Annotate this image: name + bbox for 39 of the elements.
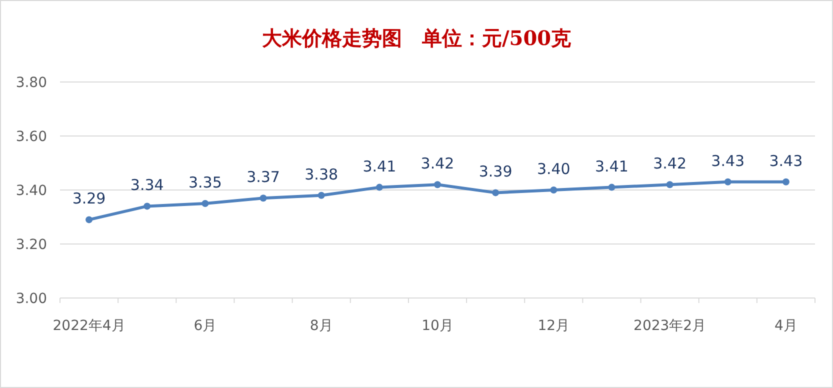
data-label: 3.43 — [769, 152, 803, 170]
point — [202, 200, 209, 207]
x-tick-label: 8月 — [310, 318, 333, 334]
data-label: 3.43 — [711, 152, 745, 170]
x-tick-label: 4月 — [774, 318, 798, 334]
data-label: 3.41 — [362, 157, 396, 176]
point — [86, 216, 93, 224]
y-tick-label: 3.20 — [16, 237, 47, 253]
point — [608, 184, 616, 191]
point — [434, 181, 441, 188]
point — [492, 189, 500, 196]
data-label: 3.35 — [188, 174, 222, 192]
data-label: 3.41 — [595, 157, 628, 176]
x-tick-label: 6月 — [194, 318, 217, 334]
chart-title: 大米价格走势图 单位：元/500克 — [262, 26, 572, 50]
point — [318, 192, 325, 199]
point — [376, 184, 383, 191]
x-tick-label: 2022年4月 — [52, 318, 126, 334]
data-label: 3.34 — [130, 176, 164, 194]
point — [782, 178, 790, 186]
y-tick-label: 3.60 — [16, 129, 47, 145]
point — [724, 178, 732, 186]
point — [550, 186, 558, 194]
x-tick-label: 10月 — [422, 318, 454, 334]
x-tick-label: 12月 — [538, 318, 570, 334]
data-label: 3.37 — [246, 168, 280, 186]
data-label: 3.42 — [420, 154, 454, 173]
point — [260, 194, 267, 202]
data-label: 3.40 — [536, 160, 570, 178]
point — [144, 202, 151, 210]
data-label: 3.29 — [72, 190, 106, 208]
data-label: 3.39 — [478, 162, 512, 181]
y-tick-label: 3.40 — [16, 183, 47, 199]
y-tick-label: 3.80 — [16, 75, 47, 91]
x-tick-label: 2023年2月 — [634, 318, 706, 334]
y-tick-label: 3.00 — [16, 291, 47, 307]
data-label: 3.38 — [304, 165, 338, 184]
point — [666, 181, 674, 188]
data-label: 3.42 — [653, 154, 687, 173]
